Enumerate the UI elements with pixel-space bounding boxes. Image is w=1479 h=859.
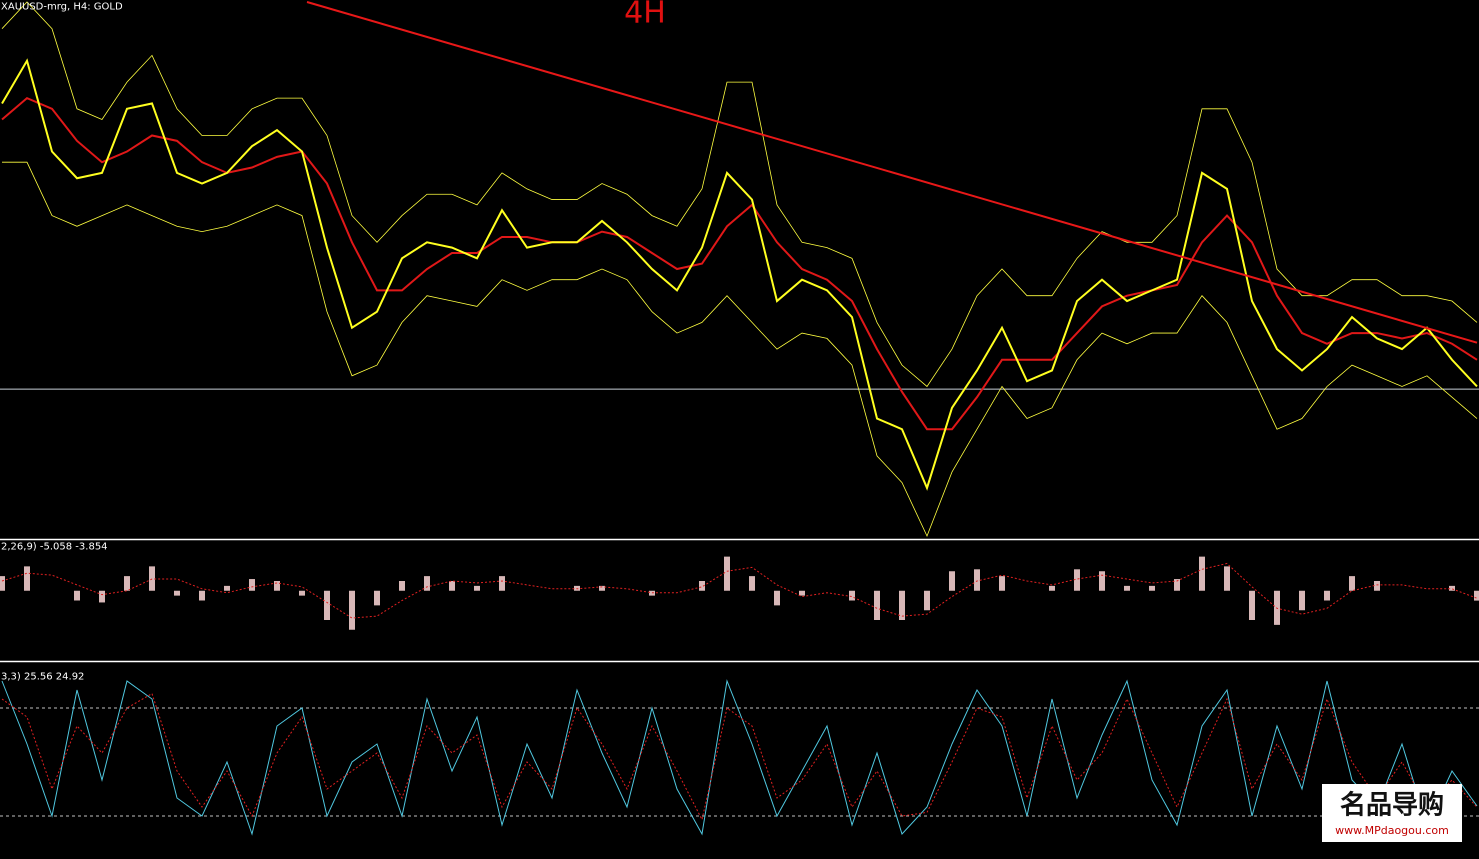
macd-bar	[1324, 590, 1330, 601]
macd-bar	[74, 590, 80, 601]
watermark-url: www.MPdaogou.com	[1335, 824, 1449, 837]
macd-bar	[899, 590, 905, 620]
macd-bar	[1474, 590, 1479, 601]
macd-bar	[424, 576, 430, 591]
macd-bar	[724, 556, 730, 591]
macd-bar	[999, 576, 1005, 591]
indicator-line	[1, 692, 1478, 822]
macd-bar	[274, 581, 280, 591]
macd-bar	[299, 590, 305, 596]
trendline	[306, 1, 1478, 344]
macd-bar	[1149, 585, 1155, 591]
signal-line	[1, 562, 1478, 619]
macd-bar	[1449, 585, 1455, 591]
indicator-line	[1, 1, 1478, 388]
macd-bar	[224, 585, 230, 591]
macd-bar	[924, 590, 930, 611]
macd-bar	[449, 581, 455, 591]
macd-bar	[949, 571, 955, 591]
macd-bar	[399, 581, 405, 591]
watermark-brand: 名品导购	[1340, 790, 1444, 821]
macd-bar	[749, 576, 755, 591]
indicator-line	[1, 679, 1478, 836]
macd-bar	[124, 576, 130, 591]
macd-bar	[799, 590, 805, 596]
annotation: 4H	[624, 0, 666, 31]
macd-bar	[99, 590, 105, 603]
panel-title: 3,3) 25.56 24.92	[1, 671, 84, 682]
macd-bar	[174, 590, 180, 596]
macd-bar	[774, 590, 780, 606]
macd-bar	[1349, 576, 1355, 591]
macd-bar	[1374, 581, 1380, 591]
macd-bar	[249, 579, 255, 591]
macd-bar	[599, 585, 605, 591]
macd-bar	[324, 590, 330, 620]
macd-bar	[1224, 566, 1230, 591]
panel-title: 2,26,9) -5.058 -3.854	[1, 541, 108, 552]
panel-title: XAUUSD-mrg, H4: GOLD	[1, 1, 123, 12]
macd-bar	[24, 566, 30, 591]
watermark-box	[1322, 784, 1462, 842]
macd-bar	[874, 590, 880, 620]
macd-bar	[349, 590, 355, 630]
macd-bar	[0, 576, 5, 591]
macd-bar	[1099, 571, 1105, 591]
macd-bar	[849, 590, 855, 601]
macd-bar	[1074, 569, 1080, 591]
indicator-line	[1, 58, 1478, 491]
macd-bar	[1174, 579, 1180, 591]
macd-bar	[1249, 590, 1255, 620]
macd-bar	[699, 581, 705, 591]
macd-bar	[374, 590, 380, 606]
macd-bar	[974, 569, 980, 591]
indicator-line	[1, 96, 1478, 431]
macd-bar	[1199, 556, 1205, 591]
macd-bar	[1299, 590, 1305, 611]
macd-bar	[499, 576, 505, 591]
indicator-line	[2, 161, 1478, 538]
macd-bar	[199, 590, 205, 601]
macd-bar	[474, 585, 480, 591]
watermark: 名品导购 www.MPdaogou.com	[1322, 784, 1462, 842]
macd-bar	[1049, 585, 1055, 591]
macd-bar	[1124, 585, 1130, 591]
